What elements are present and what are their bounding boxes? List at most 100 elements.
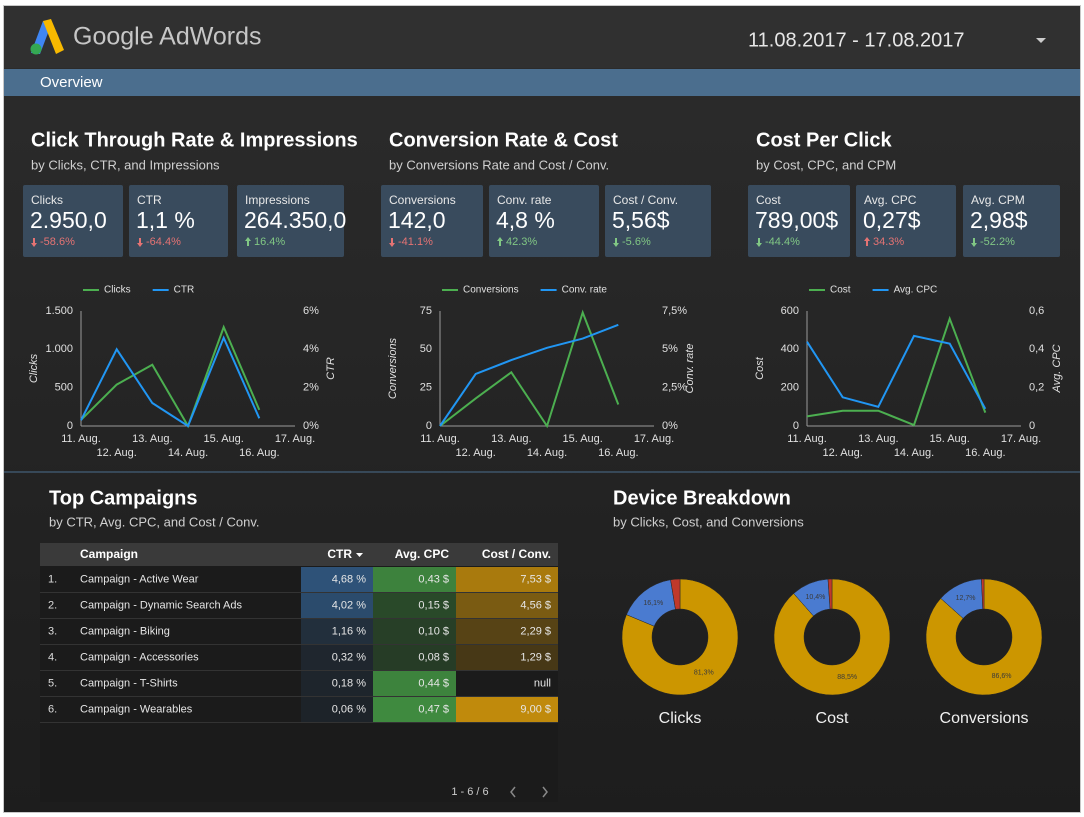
kpi-card [963,185,1060,257]
series-line [80,335,261,428]
table-cell: 0,32 % [332,651,366,663]
donut-title: Conversions [940,710,1029,727]
y-tick-label: 600 [781,305,799,317]
y-tick-label: 75 [420,305,432,317]
kpi-delta: -44.4% [765,236,800,248]
y-tick-label: 200 [781,382,799,394]
row-rank: 1. [48,573,57,585]
y2-tick-label: 2,5% [662,382,687,394]
x-tick-label: 16. Aug. [598,447,638,459]
kpi-trend-arrow [971,238,977,247]
sort-indicator[interactable] [356,553,363,557]
kpi-label: Clicks [31,193,63,207]
x-tick-label: 14. Aug. [894,447,934,459]
y-tick-label: 1.000 [45,343,73,355]
heat-cell [301,671,373,696]
table-header [40,543,558,566]
kpi-value: 5,56$ [612,207,670,233]
legend-label: Cost [830,285,851,296]
x-tick-label: 14. Aug. [168,447,208,459]
y-tick-label: 1.500 [45,305,73,317]
row-rank: 6. [48,703,57,715]
page-next[interactable] [542,786,548,798]
kpi-label: Cost / Conv. [613,193,678,207]
x-tick-label: 15. Aug. [929,433,969,445]
x-tick-label: 13. Aug. [858,433,898,445]
donut-slice [981,578,985,610]
donut-value-label: 88,5% [837,674,857,681]
section-title: Click Through Rate & Impressions [31,129,358,151]
row-rank: 4. [48,651,57,663]
y2-tick-label: 0,2 [1029,382,1044,394]
kpi-card [381,185,483,257]
series-line [439,323,619,427]
table-cell: 0,15 $ [418,599,449,611]
table-cell: 0,10 $ [418,625,449,637]
kpi-label: CTR [137,193,162,207]
table-cell: 0,44 $ [418,677,449,689]
table-cell: Campaign - Accessories [80,651,199,663]
x-tick-label: 16. Aug. [965,447,1005,459]
y2-axis-title: Conv. rate [684,344,696,394]
y2-tick-label: 2% [303,382,319,394]
x-tick-label: 12. Aug. [455,447,495,459]
donut-slice [827,578,833,610]
table-cell: 1,29 $ [520,651,551,663]
kpi-trend-arrow [864,237,870,246]
kpi-delta: -52.2% [980,236,1015,248]
kpi-label: Impressions [245,193,310,207]
table-cell: 0,08 $ [418,651,449,663]
donut-title: Clicks [659,710,702,727]
kpi-card [129,185,228,257]
kpi-trend-arrow [497,237,503,246]
kpi-delta: -41.1% [398,236,433,248]
dropdown-arrow[interactable] [1036,38,1046,43]
table-cell: 9,00 $ [520,703,551,715]
x-tick-label: 11. Aug. [61,433,101,445]
legend-label: Conv. rate [562,285,608,296]
donut-slice [670,578,681,610]
donut-slice [621,578,739,696]
nav-tab[interactable]: Overview [40,74,103,91]
kpi-card [489,185,599,257]
kpi-value: 2.950,0 [30,207,107,233]
heat-cell [456,619,558,644]
table-cell: Campaign - T-Shirts [80,677,178,689]
y-axis-title: Conversions [387,337,399,399]
donut-value-label: 86,6% [992,673,1012,680]
date-range[interactable]: 11.08.2017 - 17.08.2017 [748,29,964,51]
y-tick-label: 400 [781,343,799,355]
series-line [439,309,620,429]
x-tick-label: 17. Aug. [275,433,315,445]
x-tick-label: 12. Aug. [822,447,862,459]
y2-tick-label: 7,5% [662,305,687,317]
kpi-card [856,185,956,257]
section-title: Top Campaigns [49,487,198,509]
x-tick-label: 16. Aug. [239,447,279,459]
table-cell: 0,18 % [332,677,366,689]
table-cell: 4,56 $ [520,599,551,611]
series-line [80,324,261,429]
x-tick-label: 11. Aug. [420,433,460,445]
legend-label: Avg. CPC [894,285,938,296]
series-line [806,334,987,410]
x-tick-label: 14. Aug. [527,447,567,459]
y2-tick-label: 5% [662,343,678,355]
x-tick-label: 15. Aug. [562,433,602,445]
y2-tick-label: 0,6 [1029,305,1044,317]
kpi-card [23,185,123,257]
x-tick-label: 13. Aug. [491,433,531,445]
section-subtitle: by Clicks, CTR, and Impressions [31,157,220,172]
table-cell: 4,68 % [332,573,366,585]
y-axis-title: Clicks [28,353,40,383]
page-prev[interactable] [510,786,516,798]
table-cell: 4,02 % [332,599,366,611]
kpi-label: Cost [756,193,781,207]
y-tick-label: 500 [55,382,73,394]
section-subtitle: by Cost, CPC, and CPM [756,157,896,172]
donut-value-label: 81,3% [694,670,714,677]
donut-value-label: 10,4% [805,594,825,601]
kpi-value: 264.350,0 [244,207,346,233]
x-tick-label: 12. Aug. [96,447,136,459]
